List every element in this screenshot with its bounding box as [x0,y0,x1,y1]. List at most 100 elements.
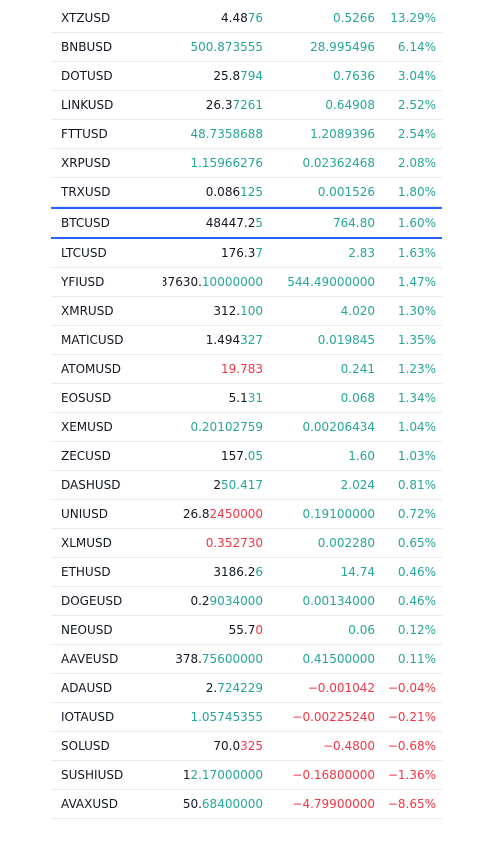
last-price-tail: 325 [240,739,263,753]
change-value: 0.41500000 [302,652,375,666]
change-value: −4.79900000 [292,797,375,811]
last-price-head: 157. [221,449,248,463]
watchlist-row-fttusd[interactable]: FTTUSD 48.7358688 1.2089396 2.54% [51,120,442,149]
symbol-label: XLMUSD [61,536,112,550]
watchlist-row-solusd[interactable]: SOLUSD 70.0 325 −0.4800 −0.68% [51,732,442,761]
watchlist-row-dotusd[interactable]: DOTUSD 25.8 794 0.7636 3.04% [51,62,442,91]
last-price-head: 1.494 [205,333,241,347]
change-percent: 2.54% [397,127,436,141]
change-percent: 6.14% [397,40,436,54]
watchlist-row-bnbusd[interactable]: BNBUSD 500.873555 28.995496 6.14% [51,33,442,62]
last-price-tail: 500.873555 [190,40,263,54]
last-price: 1.494 327 [163,326,263,354]
last-price: 1.15966276 [163,149,263,177]
last-price-tail: 125 [240,185,263,199]
last-price-tail: 10000000 [201,275,263,289]
watchlist-row-linkusd[interactable]: LINKUSD 26.3 7261 0.64908 2.52% [51,91,442,120]
change-percent: 1.63% [397,246,436,260]
last-price-head: 48447.2 [205,216,256,230]
last-price-tail: 75600000 [201,652,263,666]
change-value: 14.74 [340,565,375,579]
last-price: 1 2.17000000 [163,761,263,789]
change-percent: −8.65% [387,797,436,811]
change-percent: 2.08% [397,156,436,170]
symbol-label: XTZUSD [61,11,111,25]
watchlist-row-zecusd[interactable]: ZECUSD 157. 05 1.60 1.03% [51,442,442,471]
last-price: 2 50.417 [163,471,263,499]
change-percent: 0.65% [397,536,436,550]
watchlist-row-yfiusd[interactable]: YFIUSD 37630. 10000000 544.49000000 1.47% [51,268,442,297]
last-price: 2. 724229 [163,674,263,702]
last-price-tail: 327 [240,333,263,347]
watchlist-row-eosusd[interactable]: EOSUSD 5.1 31 0.068 1.34% [51,384,442,413]
change-value: −0.00225240 [292,710,375,724]
change-value: −0.4800 [322,739,375,753]
watchlist-row-neousd[interactable]: NEOUSD 55.7 0 0.06 0.12% [51,616,442,645]
watchlist-row-xemusd[interactable]: XEMUSD 0.20102759 0.00206434 1.04% [51,413,442,442]
change-percent: 0.11% [397,652,436,666]
change-value: 0.241 [340,362,375,376]
symbol-label: DASHUSD [61,478,121,492]
symbol-label: LTCUSD [61,246,107,260]
change-value: 544.49000000 [287,275,375,289]
change-value: −0.001042 [307,681,375,695]
change-value: 28.995496 [310,40,375,54]
change-percent: 1.35% [397,333,436,347]
change-percent: 13.29% [390,11,436,25]
last-price: 25.8 794 [163,62,263,90]
change-value: 0.00206434 [302,420,375,434]
change-percent: 2.52% [397,98,436,112]
last-price-tail: 100 [240,304,263,318]
symbol-label: XEMUSD [61,420,113,434]
watchlist-row-ethusd[interactable]: ETHUSD 3186.2 6 14.74 0.46% [51,558,442,587]
last-price-head: 312. [213,304,241,318]
watchlist-row-dashusd[interactable]: DASHUSD 2 50.417 2.024 0.81% [51,471,442,500]
symbol-label: EOSUSD [61,391,112,405]
watchlist-row-xtzusd[interactable]: XTZUSD 4.48 76 0.5266 13.29% [51,4,442,33]
watchlist-row-sushiusd[interactable]: SUSHIUSD 1 2.17000000 −0.16800000 −1.36% [51,761,442,790]
last-price-head: 0.086 [205,185,241,199]
watchlist-row-adausd[interactable]: ADAUSD 2. 724229 −0.001042 −0.04% [51,674,442,703]
watchlist-row-aaveusd[interactable]: AAVEUSD 378. 75600000 0.41500000 0.11% [51,645,442,674]
last-price-head: 3186.2 [213,565,256,579]
symbol-label: AVAXUSD [61,797,118,811]
last-price-head: 2 [213,478,221,492]
last-price-tail: 76 [247,11,263,25]
symbol-label: NEOUSD [61,623,113,637]
last-price-head: 2. [205,681,218,695]
watchlist-row-xlmusd[interactable]: XLMUSD 0.352730 0.002280 0.65% [51,529,442,558]
change-value: 0.19100000 [302,507,375,521]
watchlist-row-xmrusd[interactable]: XMRUSD 312. 100 4.020 1.30% [51,297,442,326]
last-price: 55.7 0 [163,616,263,644]
last-price-head: 0.2 [190,594,210,608]
watchlist-row-atomusd[interactable]: ATOMUSD 19.783 0.241 1.23% [51,355,442,384]
watchlist-row-ltcusd[interactable]: LTCUSD 176.3 7 2.83 1.63% [51,239,442,268]
symbol-label: XRPUSD [61,156,111,170]
last-price-head: 25.8 [213,69,241,83]
change-percent: 0.72% [397,507,436,521]
last-price-tail: 7261 [232,98,263,112]
last-price: 48447.2 5 [163,209,263,237]
symbol-label: DOGEUSD [61,594,123,608]
watchlist-row-uniusd[interactable]: UNIUSD 26.8 2450000 0.19100000 0.72% [51,500,442,529]
watchlist-row-maticusd[interactable]: MATICUSD 1.494 327 0.019845 1.35% [51,326,442,355]
symbol-label: ADAUSD [61,681,113,695]
watchlist-row-trxusd[interactable]: TRXUSD 0.086 125 0.001526 1.80% [51,178,442,207]
change-percent: −1.36% [387,768,436,782]
watchlist-row-dogeusd[interactable]: DOGEUSD 0.2 9034000 0.00134000 0.46% [51,587,442,616]
last-price-head: 55.7 [228,623,256,637]
watchlist-row-xrpusd[interactable]: XRPUSD 1.15966276 0.02362468 2.08% [51,149,442,178]
change-value: 0.068 [340,391,375,405]
change-value: 0.00134000 [302,594,375,608]
watchlist-row-avaxusd[interactable]: AVAXUSD 50. 68400000 −4.79900000 −8.65% [51,790,442,819]
symbol-label: BTCUSD [61,216,110,230]
change-percent: 1.04% [397,420,436,434]
change-value: −0.16800000 [292,768,375,782]
watchlist-row-iotausd[interactable]: IOTAUSD 1.05745355 −0.00225240 −0.21% [51,703,442,732]
last-price-head: 1 [182,768,191,782]
last-price-tail: 05 [247,449,263,463]
watchlist-row-btcusd[interactable]: BTCUSD 48447.2 5 764.80 1.60% [51,207,442,239]
last-price: 50. 68400000 [163,790,263,818]
last-price-tail: 2450000 [209,507,263,521]
symbol-label: MATICUSD [61,333,124,347]
